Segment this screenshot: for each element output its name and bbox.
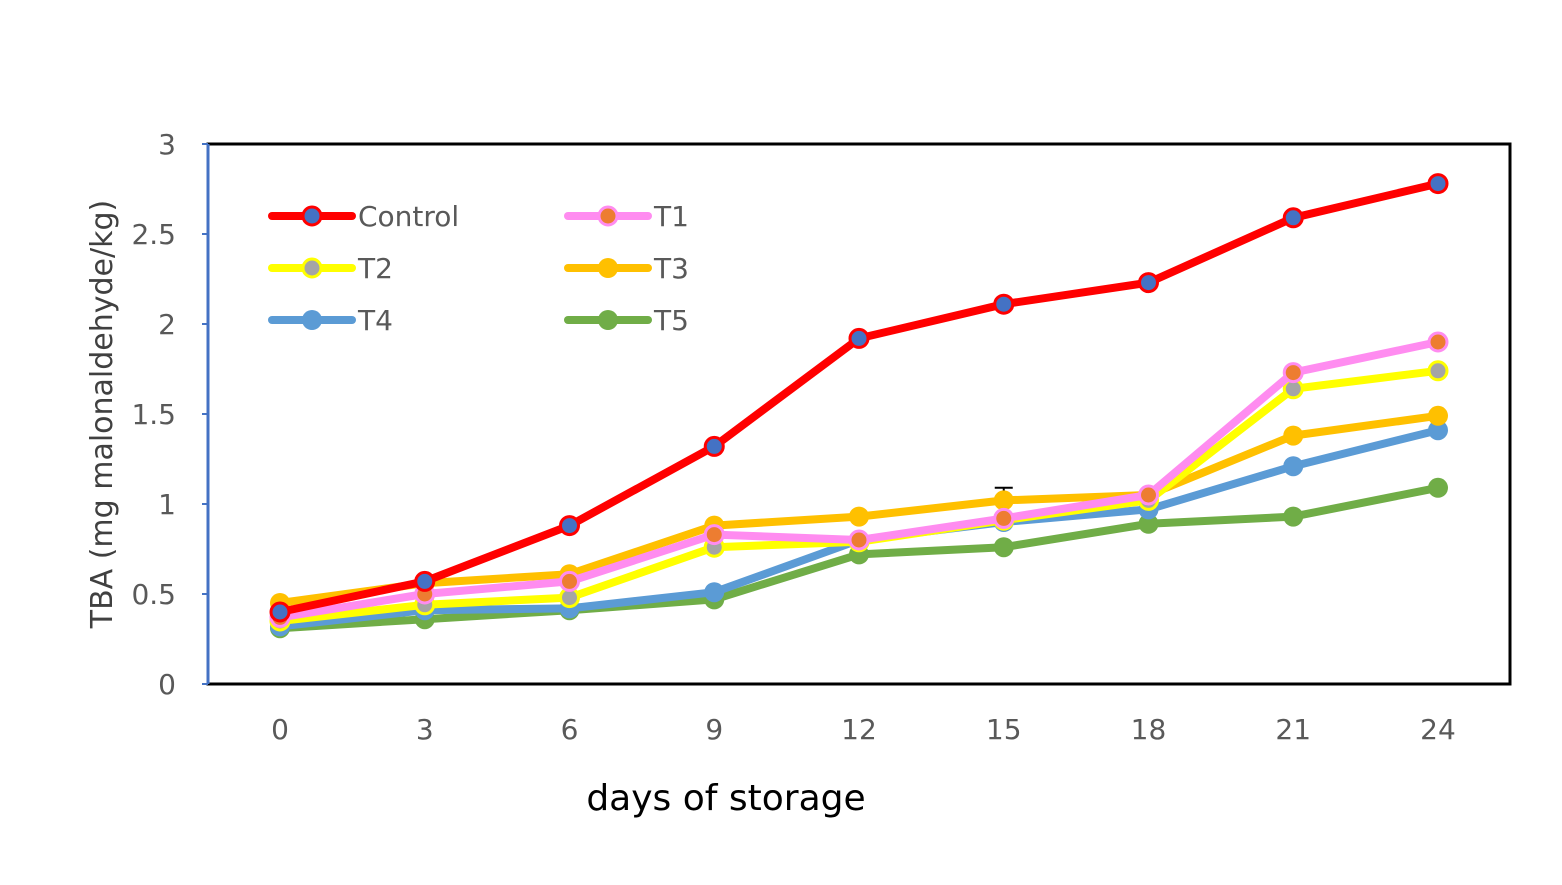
series-layer (269, 173, 1449, 639)
data-point (993, 507, 1015, 529)
data-point (848, 529, 870, 551)
series-t5 (270, 477, 1448, 639)
legend-item-t1: T1 (564, 200, 689, 233)
x-tick-label: 15 (986, 713, 1022, 746)
legend-marker (301, 205, 323, 227)
legend-item-t4: T4 (268, 304, 393, 337)
data-point (993, 490, 1014, 511)
y-tick-label: 3 (158, 128, 176, 161)
data-point (559, 570, 580, 592)
x-tick-label: 12 (841, 713, 877, 746)
y-tick-label: 0.5 (131, 578, 176, 611)
legend-item-t3: T3 (564, 252, 689, 285)
legend-marker (302, 310, 322, 330)
data-point (993, 293, 1015, 315)
data-point (414, 570, 436, 592)
legend-label: T1 (653, 200, 689, 233)
axis-layer: 0 0.5 1 1.5 2 2.5 3 0 3 6 9 12 15 18 21 24 (131, 128, 1455, 746)
legend-label: T4 (357, 304, 393, 337)
x-tick-label: 6 (561, 713, 579, 746)
series-t3 (270, 405, 1448, 613)
x-tick-label: 3 (416, 713, 434, 746)
data-point (1282, 362, 1304, 384)
legend-label: T5 (653, 304, 689, 337)
legend-label: T3 (653, 252, 689, 285)
data-point (1138, 484, 1159, 506)
series-line (276, 338, 1442, 622)
data-point (1138, 272, 1159, 294)
legend-marker (598, 258, 618, 278)
series-line (276, 426, 1442, 631)
data-point (1427, 331, 1449, 353)
legend-label: T2 (357, 252, 393, 285)
x-axis-title: days of storage (586, 778, 865, 819)
data-point (1428, 405, 1448, 426)
y-tick-label: 2 (158, 308, 176, 341)
data-point (1428, 477, 1448, 498)
data-point (703, 435, 725, 457)
data-point (1138, 513, 1159, 534)
x-tick-label: 24 (1420, 713, 1456, 746)
data-point (703, 524, 725, 546)
data-point (1428, 420, 1448, 441)
y-tick-label: 2.5 (131, 218, 176, 251)
x-tick-label: 0 (271, 713, 289, 746)
data-point (269, 601, 291, 623)
data-point (849, 506, 869, 527)
data-point (1283, 506, 1304, 527)
series-control (269, 173, 1449, 623)
legend-label: Control (358, 200, 459, 233)
y-tick-label: 0 (158, 668, 176, 701)
y-axis-title: TBA (mg malonaldehyde/kg) (85, 200, 120, 630)
x-tick-label: 9 (705, 713, 723, 746)
legend-marker (597, 205, 619, 227)
legend-marker (598, 310, 618, 330)
legend-item-t5: T5 (564, 304, 689, 337)
legend-item-t2: T2 (268, 252, 393, 285)
legend-marker (301, 257, 323, 279)
legend-item-control: Control (268, 200, 459, 233)
legend: Control T1 T2 T3 T4 T5 (268, 200, 689, 337)
x-tick-label: 18 (1131, 713, 1167, 746)
data-point (1283, 425, 1304, 446)
data-point (1282, 207, 1304, 229)
data-point (704, 582, 725, 603)
data-point (848, 327, 870, 349)
data-point (1427, 173, 1449, 195)
data-point (1283, 456, 1304, 477)
y-tick-label: 1 (158, 488, 176, 521)
y-tick-label: 1.5 (131, 398, 176, 431)
data-point (1427, 360, 1449, 382)
data-point (559, 515, 580, 537)
x-tick-label: 21 (1275, 713, 1311, 746)
data-point (993, 537, 1014, 558)
